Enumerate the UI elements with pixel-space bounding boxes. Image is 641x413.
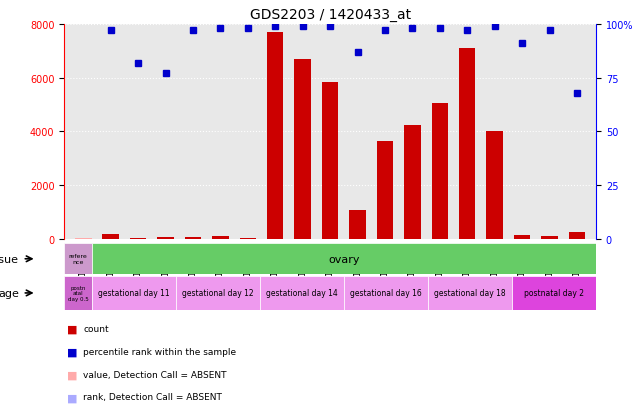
Bar xyxy=(514,235,530,240)
Bar xyxy=(240,238,256,240)
Bar xyxy=(103,234,119,240)
Text: rank, Detection Call = ABSENT: rank, Detection Call = ABSENT xyxy=(83,392,222,401)
Text: postn
atal
day 0.5: postn atal day 0.5 xyxy=(68,285,88,301)
Title: GDS2203 / 1420433_at: GDS2203 / 1420433_at xyxy=(249,8,411,22)
Text: ■: ■ xyxy=(67,370,78,380)
Text: percentile rank within the sample: percentile rank within the sample xyxy=(83,347,237,356)
FancyBboxPatch shape xyxy=(260,277,344,310)
Text: tissue: tissue xyxy=(0,254,19,264)
FancyBboxPatch shape xyxy=(512,277,596,310)
Bar xyxy=(459,49,476,240)
Text: ■: ■ xyxy=(67,324,78,334)
Text: gestational day 12: gestational day 12 xyxy=(182,289,254,298)
Bar xyxy=(569,232,585,240)
Bar xyxy=(431,104,448,240)
Text: gestational day 18: gestational day 18 xyxy=(435,289,506,298)
Text: value, Detection Call = ABSENT: value, Detection Call = ABSENT xyxy=(83,370,227,379)
Bar xyxy=(487,132,503,240)
Bar xyxy=(267,33,283,240)
Text: refere
nce: refere nce xyxy=(69,254,87,265)
FancyBboxPatch shape xyxy=(92,244,596,275)
FancyBboxPatch shape xyxy=(176,277,260,310)
Bar xyxy=(75,238,92,240)
Bar xyxy=(294,60,311,240)
FancyBboxPatch shape xyxy=(344,277,428,310)
FancyBboxPatch shape xyxy=(64,244,92,275)
FancyBboxPatch shape xyxy=(428,277,512,310)
Text: gestational day 16: gestational day 16 xyxy=(350,289,422,298)
Text: age: age xyxy=(0,288,19,298)
Text: ovary: ovary xyxy=(328,254,360,264)
Bar xyxy=(212,236,229,240)
Bar xyxy=(404,126,420,240)
Bar xyxy=(185,237,201,240)
Text: gestational day 14: gestational day 14 xyxy=(266,289,338,298)
Text: postnatal day 2: postnatal day 2 xyxy=(524,289,584,298)
Bar xyxy=(157,237,174,240)
Text: gestational day 11: gestational day 11 xyxy=(98,289,170,298)
Bar xyxy=(377,142,393,240)
Text: ■: ■ xyxy=(67,392,78,402)
Text: count: count xyxy=(83,324,109,333)
Bar xyxy=(130,238,146,240)
Bar xyxy=(322,83,338,240)
Bar xyxy=(349,210,366,240)
Bar xyxy=(541,237,558,240)
Text: ■: ■ xyxy=(67,347,78,357)
FancyBboxPatch shape xyxy=(64,277,92,310)
FancyBboxPatch shape xyxy=(92,277,176,310)
